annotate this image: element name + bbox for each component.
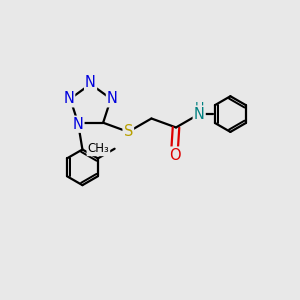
Text: H: H [194, 101, 204, 114]
Text: S: S [124, 124, 133, 140]
Text: O: O [169, 148, 180, 163]
Text: N: N [194, 106, 205, 122]
Text: CH₃: CH₃ [88, 142, 109, 155]
Text: N: N [63, 91, 74, 106]
Text: N: N [73, 117, 83, 132]
Text: N: N [107, 91, 118, 106]
Text: N: N [85, 75, 96, 90]
